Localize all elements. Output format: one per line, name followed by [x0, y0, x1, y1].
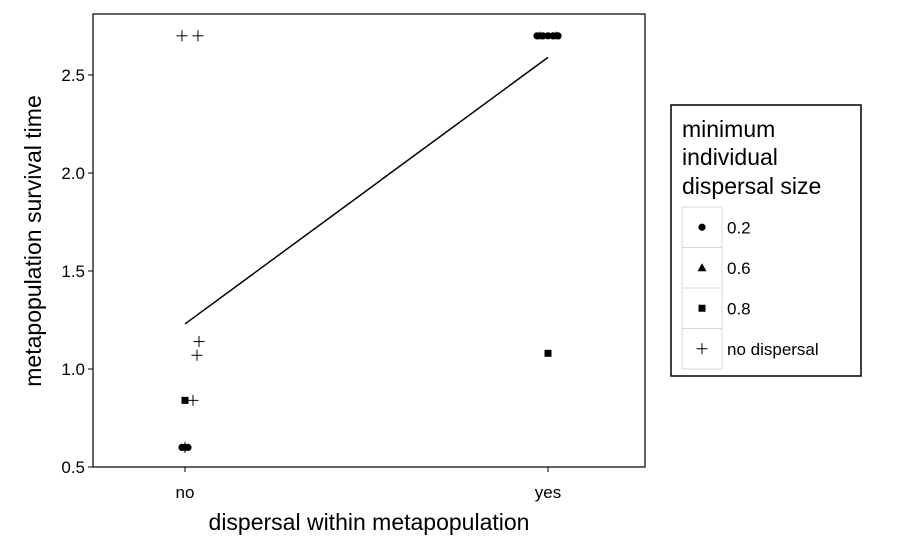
x-tick-label: yes: [535, 483, 561, 502]
data-point-plus: [176, 30, 188, 42]
legend-entry: 0.2: [681, 206, 751, 248]
legend-entry: 0.6: [681, 247, 751, 289]
data-points: [176, 30, 562, 453]
data-point-plus: [192, 30, 204, 42]
legend: minimum individual dispersal size 0.2 0.6…: [670, 104, 862, 377]
y-tick-label: 1.0: [61, 360, 85, 379]
y-tick-label: 0.5: [61, 458, 85, 477]
legend-label: 0.8: [727, 299, 751, 318]
x-axis-title: dispersal within metapopulation: [209, 509, 530, 535]
y-axis: 0.5 1.0 1.5 2.0 2.5: [61, 66, 93, 477]
legend-title-line-3: dispersal size: [682, 173, 821, 199]
legend-label: 0.6: [727, 259, 751, 278]
legend-key-triangle: [697, 263, 707, 272]
legend-entry: no dispersal: [681, 328, 819, 370]
data-point-plus: [179, 441, 191, 453]
legend-title-line-2: individual: [682, 144, 778, 170]
data-point-triangle: [551, 31, 561, 40]
data-point-circle: [544, 32, 552, 40]
legend-key-square: [698, 304, 706, 312]
x-axis: no yes: [176, 467, 561, 502]
trend-line: [184, 56, 549, 325]
x-tick-label: no: [176, 483, 195, 502]
legend-title-line-1: minimum: [682, 116, 775, 142]
legend-key-plus: [696, 343, 708, 355]
y-tick-label: 2.5: [61, 66, 85, 85]
trend-line-group: [184, 56, 549, 325]
y-tick-label: 1.5: [61, 262, 85, 281]
y-tick-label: 2.0: [61, 164, 85, 183]
legend-label: no dispersal: [727, 340, 819, 359]
data-point-triangle: [535, 31, 545, 40]
data-point-plus: [193, 336, 205, 348]
data-point-square: [544, 349, 552, 357]
legend-key-circle: [698, 223, 706, 231]
data-point-plus: [191, 349, 203, 361]
plot-panel: [92, 13, 646, 468]
legend-entry: 0.8: [681, 287, 751, 329]
legend-keys: 0.2 0.6 0.8 no dispersal: [681, 206, 819, 370]
legend-label: 0.2: [727, 218, 751, 237]
data-point-square: [181, 396, 189, 404]
y-axis-title: metapopulation survival time: [20, 95, 46, 386]
data-point-plus: [187, 394, 199, 406]
